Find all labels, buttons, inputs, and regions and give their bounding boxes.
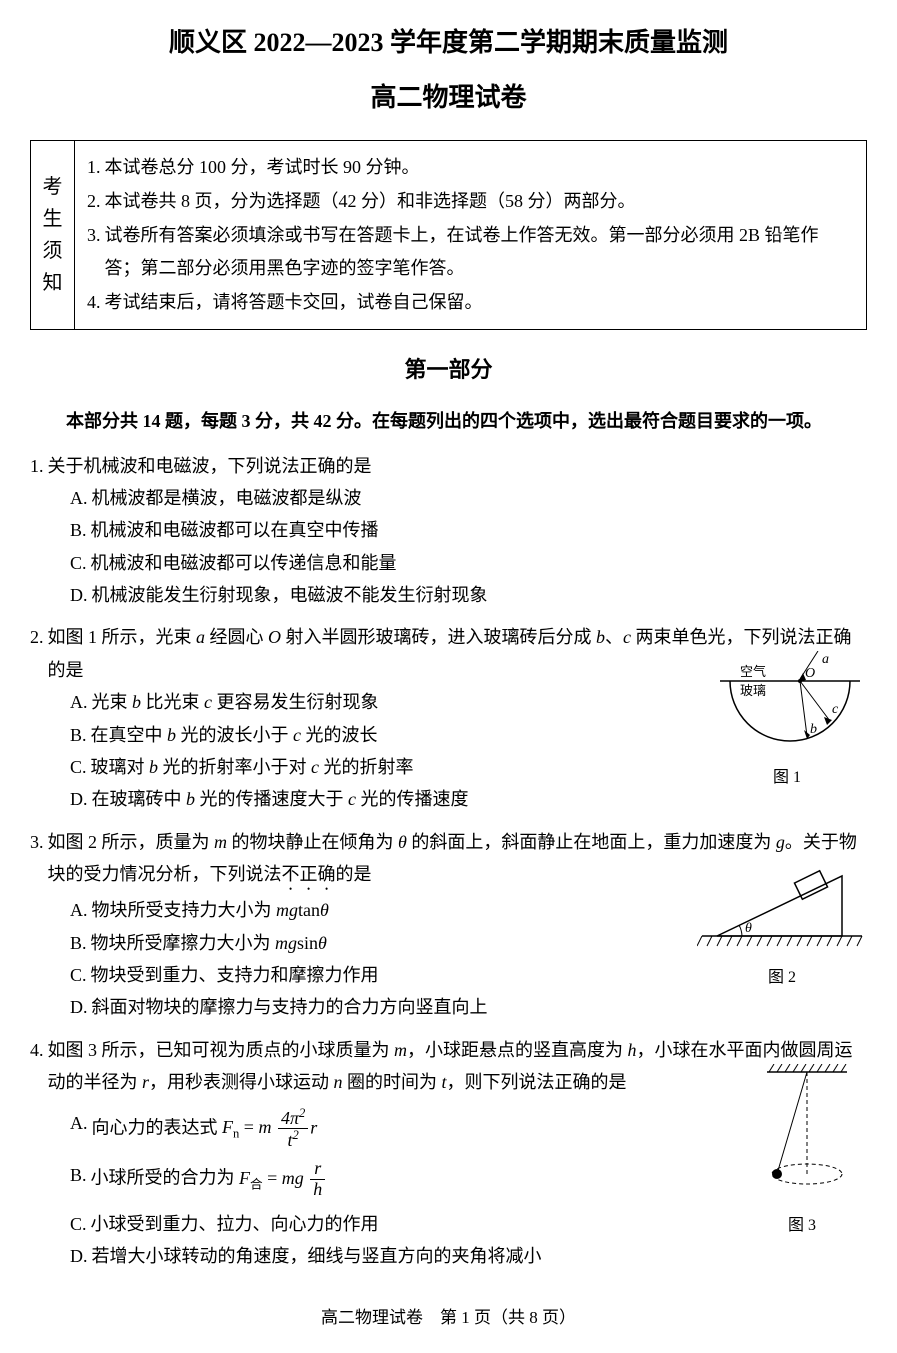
notice-label: 考 生 须 知: [31, 141, 75, 329]
opt-label: C.: [70, 959, 87, 991]
notice-char: 知: [43, 267, 63, 299]
opt-text: 斜面对物块的摩擦力与支持力的合力方向竖直向上: [92, 991, 488, 1023]
notice-num: 1.: [87, 151, 101, 183]
option: C.机械波和电磁波都可以传递信息和能量: [30, 547, 867, 579]
svg-text:空气: 空气: [740, 664, 766, 679]
notice-char: 须: [43, 235, 63, 267]
opt-label: B.: [70, 927, 87, 959]
svg-text:θ: θ: [745, 921, 752, 936]
option: D.斜面对物块的摩擦力与支持力的合力方向竖直向上: [30, 991, 680, 1023]
opt-label: C.: [70, 547, 87, 579]
svg-text:c: c: [832, 702, 839, 717]
opt-text: 小球所受的合力为 F合 = mg rh: [91, 1159, 328, 1200]
option: C.物块受到重力、支持力和摩擦力作用: [30, 959, 680, 991]
notice-text: 本试卷总分 100 分，考试时长 90 分钟。: [105, 151, 420, 183]
notice-text: 试卷所有答案必须填涂或书写在答题卡上，在试卷上作答无效。第一部分必须用 2B 铅…: [105, 219, 855, 284]
opt-label: B.: [70, 514, 87, 546]
q-num: 1.: [30, 450, 44, 482]
notice-num: 4.: [87, 286, 101, 318]
option: B.在真空中 b 光的波长小于 c 光的波长: [30, 719, 680, 751]
notice-item: 1.本试卷总分 100 分，考试时长 90 分钟。: [87, 151, 854, 183]
notice-item: 3.试卷所有答案必须填涂或书写在答题卡上，在试卷上作答无效。第一部分必须用 2B…: [87, 219, 854, 284]
section-intro: 本部分共 14 题，每题 3 分，共 42 分。在每题列出的四个选项中，选出最符…: [30, 405, 867, 437]
fig-caption: 图 1: [707, 764, 867, 793]
notice-item: 2.本试卷共 8 页，分为选择题（42 分）和非选择题（58 分）两部分。: [87, 185, 854, 217]
q-num: 3.: [30, 826, 44, 894]
option: C.玻璃对 b 光的折射率小于对 c 光的折射率: [30, 751, 680, 783]
option: B.机械波和电磁波都可以在真空中传播: [30, 514, 867, 546]
question-4: 图 3 4. 如图 3 所示，已知可视为质点的小球质量为 m，小球距悬点的竖直高…: [30, 1034, 867, 1273]
figure-2: θ 图 2: [697, 866, 867, 993]
notice-char: 考: [43, 171, 63, 203]
notice-box: 考 生 须 知 1.本试卷总分 100 分，考试时长 90 分钟。 2.本试卷共…: [30, 140, 867, 330]
figure-3: 图 3: [737, 1064, 867, 1241]
question-1: 1.关于机械波和电磁波，下列说法正确的是 A.机械波都是横波，电磁波都是纵波 B…: [30, 450, 867, 612]
option: B. 小球所受的合力为 F合 = mg rh: [30, 1159, 680, 1200]
opt-text: 机械波和电磁波都可以在真空中传播: [91, 514, 379, 546]
opt-text: 在玻璃砖中 b 光的传播速度大于 c 光的传播速度: [92, 783, 469, 815]
opt-label: D.: [70, 783, 88, 815]
notice-content: 1.本试卷总分 100 分，考试时长 90 分钟。 2.本试卷共 8 页，分为选…: [75, 141, 866, 329]
opt-label: D.: [70, 991, 88, 1023]
notice-text: 考试结束后，请将答题卡交回，试卷自己保留。: [105, 286, 483, 318]
opt-label: C.: [70, 1208, 87, 1240]
notice-text: 本试卷共 8 页，分为选择题（42 分）和非选择题（58 分）两部分。: [105, 185, 636, 217]
fig-caption: 图 3: [737, 1212, 867, 1241]
question-3: θ 图 2 3. 如图 2 所示，质量为 m 的物块静止在倾角为 θ 的斜面上，…: [30, 826, 867, 1024]
opt-label: A.: [70, 686, 88, 718]
opt-text: 向心力的表达式 Fn = m 4π2t2r: [92, 1107, 318, 1152]
svg-text:O: O: [805, 666, 815, 681]
option: D.机械波能发生衍射现象，电磁波不能发生衍射现象: [30, 579, 867, 611]
option: A. 向心力的表达式 Fn = m 4π2t2r: [30, 1107, 680, 1152]
notice-char: 生: [43, 203, 63, 235]
opt-label: B.: [70, 1159, 87, 1200]
opt-text: 玻璃对 b 光的折射率小于对 c 光的折射率: [91, 751, 414, 783]
question-2: a O b c 空气 玻璃 图 1 2. 如图 1 所示，光束 a 经圆心 O …: [30, 621, 867, 815]
opt-text: 若增大小球转动的角速度，细线与竖直方向的夹角将减小: [92, 1240, 542, 1272]
q-num: 2.: [30, 621, 44, 686]
option: C.小球受到重力、拉力、向心力的作用: [30, 1208, 680, 1240]
svg-text:a: a: [822, 652, 829, 667]
svg-text:玻璃: 玻璃: [740, 683, 766, 698]
notice-item: 4.考试结束后，请将答题卡交回，试卷自己保留。: [87, 286, 854, 318]
option: D.在玻璃砖中 b 光的传播速度大于 c 光的传播速度: [30, 783, 680, 815]
opt-text: 机械波能发生衍射现象，电磁波不能发生衍射现象: [92, 579, 488, 611]
sub-title: 高二物理试卷: [30, 75, 867, 122]
option: A.光束 b 比光束 c 更容易发生衍射现象: [30, 686, 680, 718]
opt-text: 光束 b 比光束 c 更容易发生衍射现象: [92, 686, 379, 718]
opt-label: D.: [70, 1240, 88, 1272]
opt-label: A.: [70, 1107, 88, 1152]
opt-text: 机械波都是横波，电磁波都是纵波: [92, 482, 362, 514]
fig-caption: 图 2: [697, 964, 867, 993]
q-stem: 关于机械波和电磁波，下列说法正确的是: [48, 450, 868, 482]
main-title: 顺义区 2022—2023 学年度第二学期期末质量监测: [30, 20, 867, 67]
opt-label: C.: [70, 751, 87, 783]
option: D.若增大小球转动的角速度，细线与竖直方向的夹角将减小: [30, 1240, 680, 1272]
opt-label: D.: [70, 579, 88, 611]
opt-label: B.: [70, 719, 87, 751]
q-num: 4.: [30, 1034, 44, 1099]
opt-text: 在真空中 b 光的波长小于 c 光的波长: [91, 719, 378, 751]
option: A.机械波都是横波，电磁波都是纵波: [30, 482, 867, 514]
svg-text:b: b: [810, 722, 817, 737]
notice-num: 2.: [87, 185, 101, 217]
option: B.物块所受摩擦力大小为 mgsinθ: [30, 927, 680, 959]
option: A.物块所受支持力大小为 mgtanθ: [30, 894, 680, 926]
opt-text: 物块受到重力、支持力和摩擦力作用: [91, 959, 379, 991]
figure-1: a O b c 空气 玻璃 图 1: [707, 651, 867, 793]
section-title: 第一部分: [30, 350, 867, 390]
notice-num: 3.: [87, 219, 101, 284]
opt-label: A.: [70, 894, 88, 926]
opt-text: 物块所受支持力大小为 mgtanθ: [92, 894, 329, 926]
opt-text: 物块所受摩擦力大小为 mgsinθ: [91, 927, 327, 959]
opt-text: 小球受到重力、拉力、向心力的作用: [91, 1208, 379, 1240]
opt-label: A.: [70, 482, 88, 514]
opt-text: 机械波和电磁波都可以传递信息和能量: [91, 547, 397, 579]
